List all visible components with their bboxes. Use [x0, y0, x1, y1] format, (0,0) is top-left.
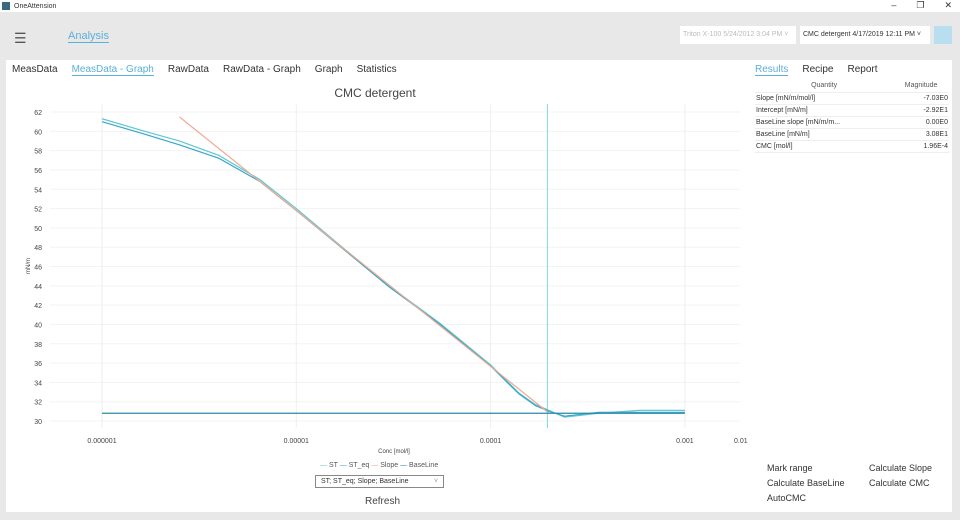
legend-st-eq: ST_eq	[348, 462, 370, 469]
chevron-down-icon: ˅	[433, 478, 438, 485]
cell: Intercept [mN/m]	[755, 104, 894, 117]
selector-value: ST; ST_eq; Slope; BaseLine	[321, 478, 409, 485]
restore-button[interactable]: ❐	[916, 0, 925, 10]
cell: 3.08E1	[893, 128, 949, 141]
tab-bar: MeasData MeasData - Graph RawData RawDat…	[12, 64, 397, 76]
cell: -7.03E0	[893, 92, 949, 105]
measurement-dropdown-1[interactable]: Triton X-100 5/24/2012 3:04 PM ˅	[680, 26, 796, 44]
minimize-button[interactable]: –	[891, 0, 897, 10]
tab-rawdata-graph[interactable]: RawData - Graph	[222, 64, 301, 75]
header: ☰ Analysis Triton X-100 5/24/2012 3:04 P…	[0, 12, 960, 60]
hamburger-icon[interactable]: ☰	[14, 30, 27, 46]
tab-rawdata[interactable]: RawData	[167, 64, 209, 75]
series-selector[interactable]: ST; ST_eq; Slope; BaseLine ˅	[315, 475, 444, 488]
results-tab-bar: Results Recipe Report	[755, 64, 878, 76]
mark-range-button[interactable]: Mark range	[767, 463, 813, 473]
table-row[interactable]: BaseLine slope [mN/m/m... 0.00E0	[755, 116, 949, 129]
cell: 1.96E-4	[893, 140, 949, 153]
section-title[interactable]: Analysis	[68, 30, 109, 43]
column-header: Magnitude	[893, 80, 949, 93]
cell: Slope [mN/m/mol/l]	[755, 92, 894, 105]
cell: 0.00E0	[893, 116, 949, 129]
table-row[interactable]: BaseLine [mN/m] 3.08E1	[755, 128, 949, 141]
tab-results[interactable]: Results	[755, 64, 789, 76]
results-table: Quantity Magnitude Slope [mN/m/mol/l] -7.0…	[755, 80, 949, 153]
cell: BaseLine slope [mN/m/m...	[755, 116, 894, 129]
calculate-baseline-button[interactable]: Calculate BaseLine	[767, 478, 845, 488]
table-row[interactable]: CMC [mol/l] 1.96E-4	[755, 140, 949, 153]
calculate-slope-button[interactable]: Calculate Slope	[869, 463, 933, 473]
table-row[interactable]: Slope [mN/m/mol/l] -7.03E0	[755, 92, 949, 105]
close-button[interactable]: ✕	[944, 0, 952, 10]
dropdown-value: CMC detergent 4/17/2019 12:11 PM	[803, 31, 915, 38]
tab-graph[interactable]: Graph	[314, 64, 343, 75]
tab-measdata[interactable]: MeasData	[12, 64, 58, 75]
tab-report[interactable]: Report	[847, 64, 878, 75]
cell: -2.92E1	[893, 104, 949, 117]
refresh-button[interactable]: Refresh	[365, 496, 401, 507]
legend-baseline: BaseLine	[409, 462, 439, 469]
tab-measdata-graph[interactable]: MeasData - Graph	[71, 64, 154, 76]
title-bar: OneAttension – ❐ ✕	[0, 0, 960, 12]
info-button[interactable]	[934, 26, 952, 44]
calculate-cmc-button[interactable]: Calculate CMC	[869, 478, 930, 488]
legend-st: ST	[328, 462, 338, 469]
measurement-dropdown-2[interactable]: CMC detergent 4/17/2019 12:11 PM ˅	[800, 26, 930, 44]
cell: BaseLine [mN/m]	[755, 128, 894, 141]
autocmc-button[interactable]: AutoCMC	[767, 493, 807, 503]
main-panel: MeasData MeasData - Graph RawData RawDat…	[6, 60, 952, 512]
tab-statistics[interactable]: Statistics	[356, 64, 397, 75]
cell: CMC [mol/l]	[755, 140, 894, 153]
legend-slope: Slope	[380, 462, 399, 469]
tab-recipe[interactable]: Recipe	[802, 64, 834, 75]
app-title: OneAttension	[14, 2, 57, 10]
dropdown-value: Triton X-100 5/24/2012 3:04 PM	[683, 31, 783, 38]
chart-legend: — ST — ST_eq — Slope — BaseLine	[320, 462, 439, 469]
table-row[interactable]: Intercept [mN/m] -2.92E1	[755, 104, 949, 117]
app-icon	[2, 2, 10, 10]
column-header: Quantity	[755, 80, 894, 93]
